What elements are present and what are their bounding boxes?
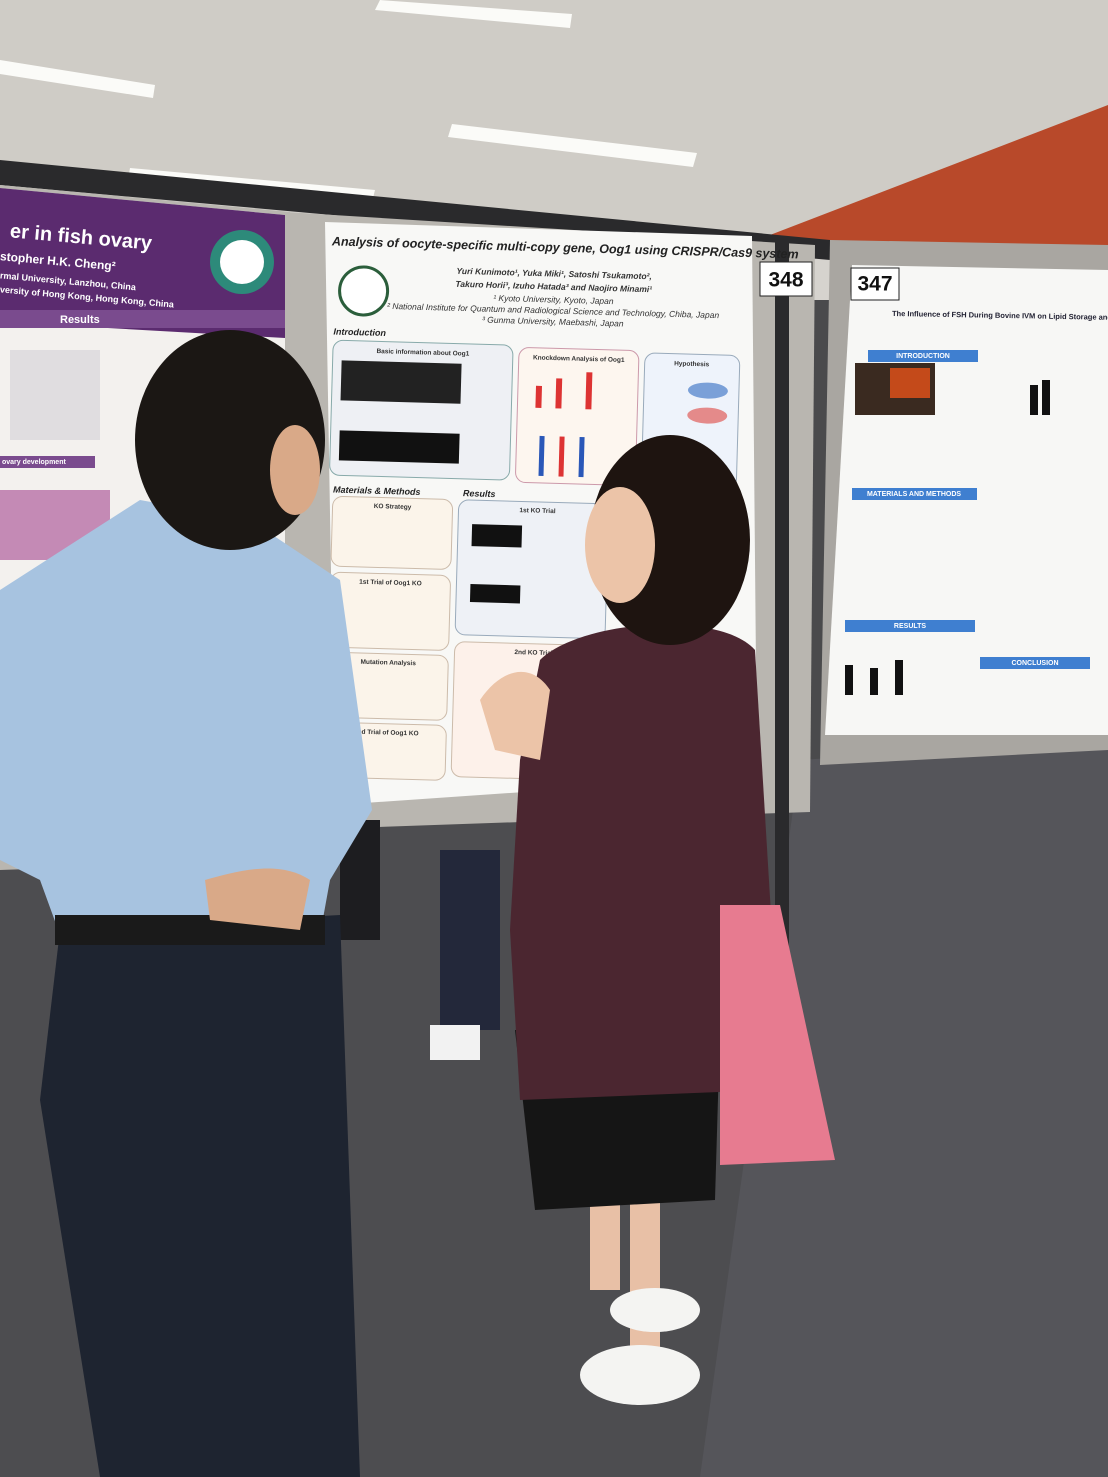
section-bar: [845, 620, 975, 632]
box-title: Mutation Analysis: [360, 659, 416, 668]
logo: [220, 240, 264, 284]
affiliation: ¹ Kyoto University, Kyoto, Japan: [493, 293, 614, 306]
hand: [205, 868, 310, 930]
orange-wall: [770, 105, 1108, 270]
box-title: Hypothesis: [674, 360, 710, 368]
section-title: Introduction: [333, 327, 386, 338]
figure: [338, 430, 460, 464]
bar-figure: [555, 378, 563, 409]
section-title: Results: [60, 314, 100, 326]
section-title: ovary development: [2, 459, 66, 466]
leg: [590, 1200, 620, 1290]
ceiling-tiles: [0, 0, 1108, 240]
number-card: [850, 267, 900, 301]
shirt: [0, 500, 372, 935]
bar-figure: [1042, 380, 1050, 415]
section-bar: [980, 657, 1090, 669]
box-title: Knockdown Analysis of Oog1: [533, 354, 625, 364]
poster-number: 348: [768, 269, 803, 292]
shoe: [430, 1025, 480, 1060]
shoe: [580, 1345, 700, 1405]
bar-figure: [585, 372, 593, 410]
section-title: INTRODUCTION: [896, 353, 950, 360]
bar-figure: [870, 668, 878, 695]
section-title: Results: [463, 488, 496, 499]
person-legs: [440, 850, 500, 1030]
board-post: [775, 240, 789, 1040]
box-title: 2nd Trial of Oog1 KO: [354, 729, 419, 738]
affiliation: ³ Gunma University, Maebashi, Japan: [482, 315, 624, 329]
bar-figure: [578, 437, 585, 478]
box: [454, 499, 609, 640]
poster-number: 347: [857, 273, 892, 296]
box: [330, 495, 454, 570]
ear-face: [270, 425, 320, 515]
bar-figure: [558, 436, 565, 477]
face: [585, 487, 655, 603]
figure: [10, 350, 100, 440]
box-title: 2nd KO Trial: [514, 649, 553, 657]
box-title: 1st KO Trial: [519, 507, 555, 515]
bar-figure: [1030, 385, 1038, 415]
section-bar: [0, 310, 285, 328]
bar-figure: [538, 435, 545, 477]
bag: [720, 905, 835, 1165]
hand: [480, 671, 550, 760]
box-title: Basic information about Oog1: [376, 348, 469, 358]
bar-figure: [535, 385, 543, 408]
ceiling-light: [375, 0, 572, 28]
number-card: [759, 261, 813, 297]
section-bar: [852, 488, 977, 500]
figure: [340, 360, 462, 404]
section-bar: [868, 350, 978, 362]
gel: [469, 584, 521, 604]
shoe: [610, 1288, 700, 1332]
bar-figure: [845, 665, 853, 695]
section-title: Materials & Methods: [333, 485, 421, 497]
poster-header: [0, 188, 285, 338]
gel: [471, 524, 523, 548]
section-title: CONCLUSION: [1011, 660, 1058, 667]
box: [515, 347, 640, 486]
ceiling-light: [448, 124, 697, 167]
cardigan: [510, 624, 775, 1100]
ceiling-light: [0, 60, 155, 98]
section-title: MATERIALS AND METHODS: [867, 491, 961, 498]
figure: [687, 407, 728, 424]
section-bar: [0, 456, 95, 468]
trousers: [40, 915, 360, 1477]
figure: [890, 368, 930, 398]
figure: [687, 382, 728, 399]
bar-figure: [895, 660, 903, 695]
section-title: RESULTS: [894, 623, 926, 630]
carpet: [700, 740, 1108, 1477]
box-title: KO Strategy: [374, 503, 412, 511]
logo: [338, 265, 390, 317]
box-title: 1st Trial of Oog1 KO: [359, 579, 422, 588]
